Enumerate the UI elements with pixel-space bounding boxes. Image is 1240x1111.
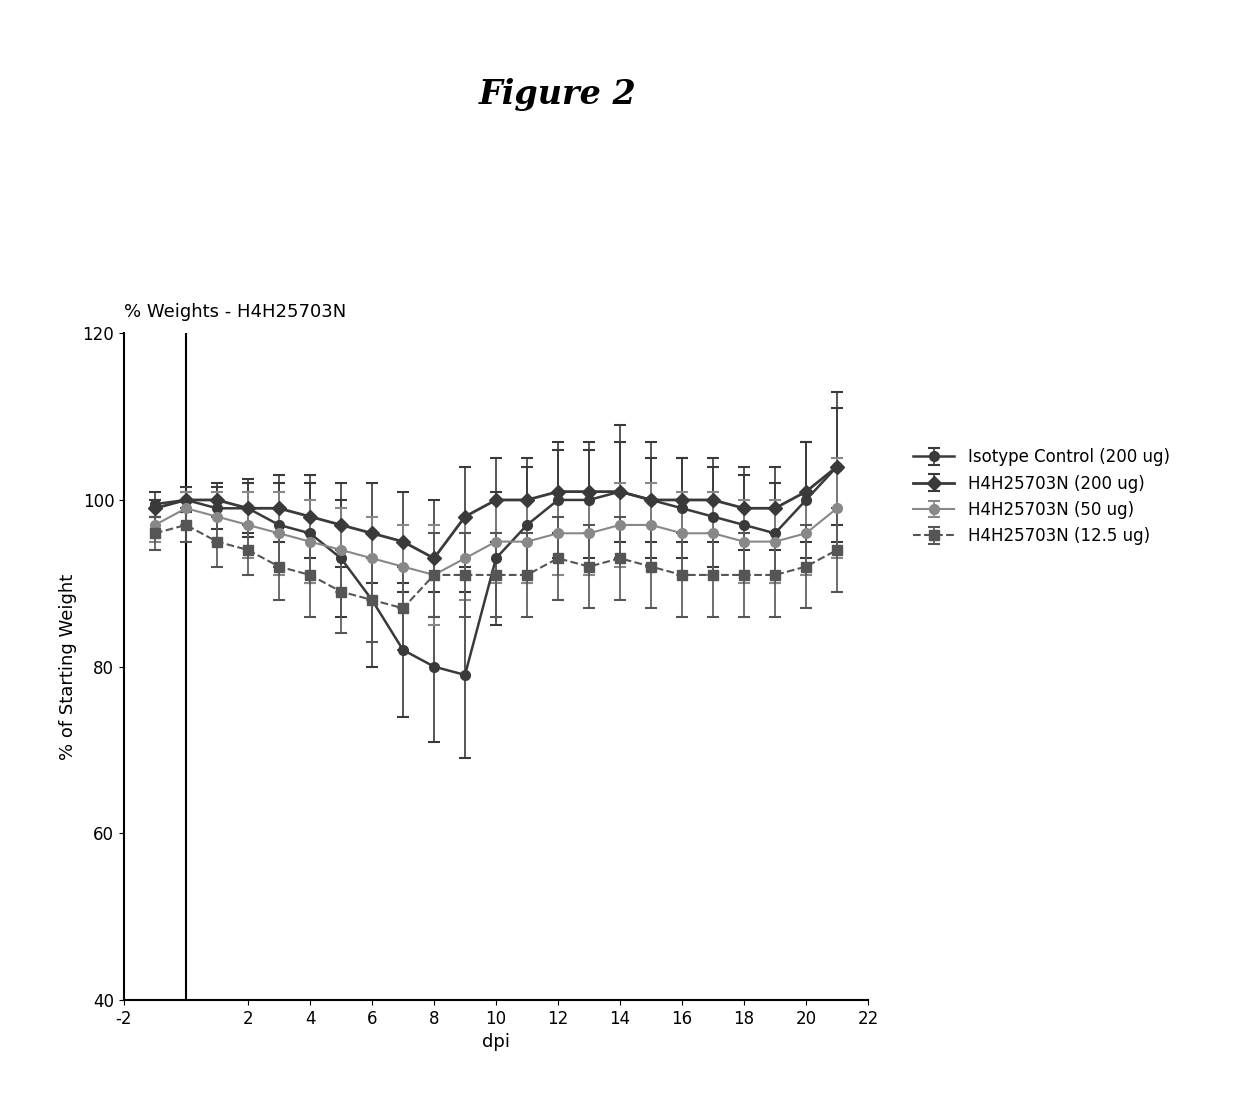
Y-axis label: % of Starting Weight: % of Starting Weight: [60, 573, 77, 760]
Legend: Isotype Control (200 ug), H4H25703N (200 ug), H4H25703N (50 ug), H4H25703N (12.5: Isotype Control (200 ug), H4H25703N (200…: [906, 442, 1177, 552]
X-axis label: dpi: dpi: [482, 1033, 510, 1051]
Text: % Weights - H4H25703N: % Weights - H4H25703N: [124, 302, 346, 321]
Text: Figure 2: Figure 2: [479, 78, 637, 111]
